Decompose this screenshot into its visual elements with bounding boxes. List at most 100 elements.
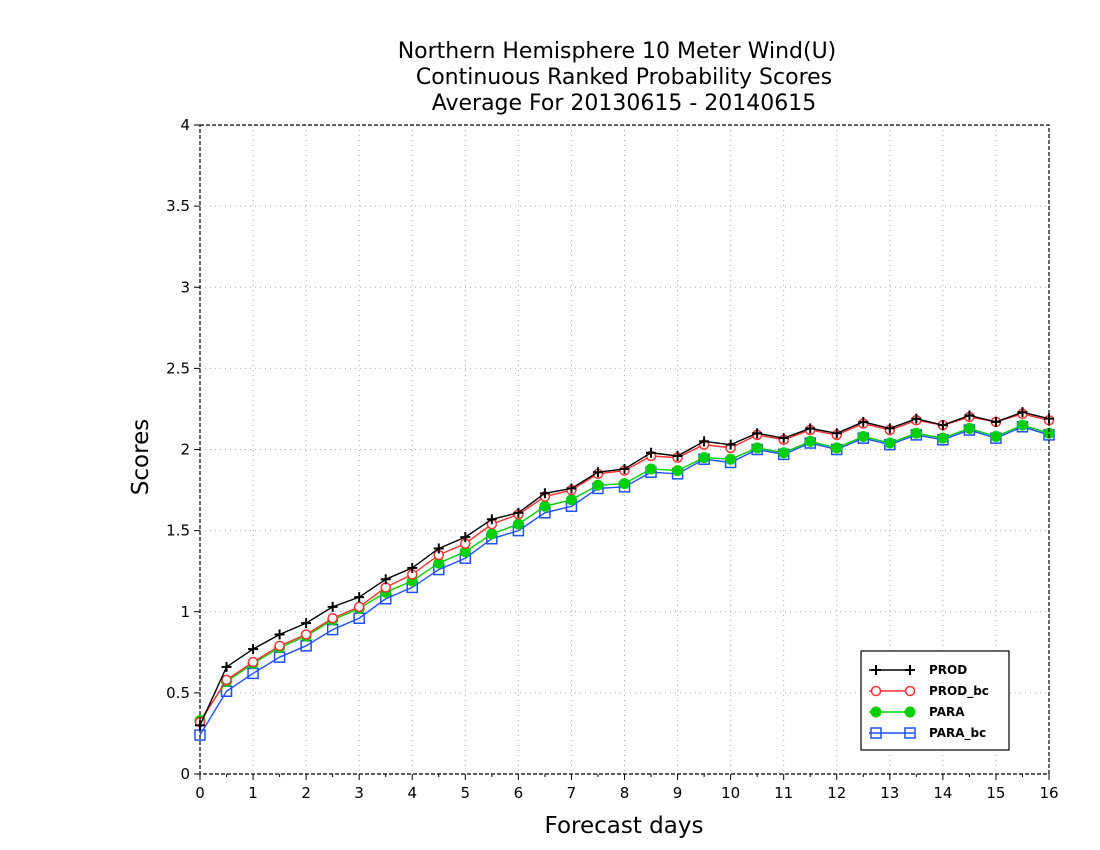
data-point — [964, 410, 975, 421]
axis-ticks: 0 1 2 3 4 5 6 7 8 9 10 11 12 13 14 15 1600.511.522.533.5… — [166, 116, 1058, 802]
data-point — [460, 532, 471, 543]
legend-entries: PROD PROD_bc PARA PARA_bc — [869, 663, 989, 741]
data-point — [274, 640, 285, 652]
data-point — [539, 488, 550, 499]
data-point — [910, 427, 922, 439]
data-point — [911, 413, 922, 424]
x-tick-label: 4 — [407, 784, 417, 802]
data-point — [646, 447, 657, 458]
x-tick-label: 2 — [301, 784, 311, 802]
x-tick-label: 13 — [880, 784, 899, 802]
data-point — [248, 644, 259, 655]
data-point — [804, 435, 816, 447]
data-point — [725, 453, 737, 465]
data-point — [857, 431, 869, 443]
y-tick-label: 0.5 — [166, 684, 190, 702]
data-point — [221, 674, 232, 686]
data-point — [539, 500, 551, 512]
data-point — [619, 478, 630, 490]
data-point — [327, 601, 338, 612]
data-point — [592, 467, 603, 478]
y-tick-label: 1.5 — [166, 522, 190, 540]
legend-label: PARA — [929, 705, 965, 719]
data-point — [380, 574, 391, 585]
legend: PROD PROD_bc PARA PARA_bc — [860, 650, 1010, 751]
chart-title-line-2: Continuous Ranked Probability Scores — [416, 65, 832, 90]
data-point — [884, 437, 896, 449]
data-point — [698, 452, 710, 464]
data-point — [433, 543, 444, 554]
data-point — [619, 463, 630, 474]
legend-swatch-marker — [905, 665, 915, 675]
x-tick-label: 10 — [721, 784, 740, 802]
y-tick-label: 2 — [180, 441, 190, 459]
legend-label: PROD — [929, 663, 967, 677]
y-tick-label: 3 — [180, 278, 190, 296]
x-tick-label: 6 — [514, 784, 524, 802]
data-point — [884, 423, 895, 434]
x-axis-label: Forecast days — [545, 813, 704, 839]
data-point — [512, 518, 524, 530]
data-point — [990, 416, 1001, 427]
y-tick-label: 3.5 — [166, 197, 190, 215]
data-point — [937, 432, 949, 444]
x-tick-label: 5 — [461, 784, 471, 802]
data-point — [221, 661, 232, 672]
data-point — [990, 431, 1002, 443]
x-tick-label: 15 — [986, 784, 1005, 802]
legend-swatch-marker — [904, 685, 916, 697]
data-point — [963, 422, 975, 434]
legend-swatch-marker — [904, 706, 916, 718]
legend-swatch-marker — [904, 727, 916, 739]
data-point — [327, 612, 338, 624]
chart-title-line-3: Average For 20130615 - 20140615 — [432, 91, 817, 116]
y-tick-label: 0 — [180, 765, 190, 783]
legend-item: PARA_bc — [869, 726, 986, 741]
data-point — [486, 528, 498, 540]
data-point — [858, 416, 869, 427]
data-point — [751, 442, 763, 454]
series-group — [194, 407, 1055, 741]
data-point — [354, 592, 365, 603]
legend-label: PARA_bc — [929, 726, 986, 741]
data-point — [672, 450, 683, 461]
data-point — [274, 629, 285, 640]
legend-swatch-marker — [871, 665, 881, 675]
y-tick-label: 2.5 — [166, 359, 190, 377]
data-point — [778, 447, 790, 459]
legend-item: PROD_bc — [869, 684, 989, 699]
y-tick-label: 4 — [180, 116, 190, 134]
data-point — [699, 436, 710, 447]
legend-swatch-marker — [870, 727, 882, 739]
data-point — [1016, 419, 1028, 431]
y-tick-label: 1 — [180, 603, 190, 621]
legend-item: PROD — [869, 663, 967, 677]
data-point — [353, 601, 365, 613]
x-tick-label: 11 — [774, 784, 793, 802]
legend-swatch-marker — [870, 706, 882, 718]
data-point — [805, 423, 816, 434]
data-point — [592, 479, 604, 491]
x-tick-label: 12 — [827, 784, 846, 802]
x-tick-label: 16 — [1039, 784, 1058, 802]
data-point — [752, 428, 763, 439]
x-tick-label: 14 — [933, 784, 952, 802]
x-tick-label: 9 — [673, 784, 683, 802]
y-axis-label: Scores — [128, 419, 154, 495]
x-tick-label: 7 — [567, 784, 577, 802]
data-point — [937, 420, 948, 431]
data-point — [247, 656, 259, 668]
data-point — [831, 442, 843, 454]
data-point — [300, 629, 312, 640]
data-point — [566, 483, 577, 494]
data-point — [645, 463, 657, 475]
data-point — [778, 433, 789, 444]
x-tick-label: 8 — [620, 784, 630, 802]
chart-title-line-1: Northern Hemisphere 10 Meter Wind(U) — [398, 39, 837, 64]
legend-label: PROD_bc — [929, 684, 989, 699]
x-tick-label: 1 — [248, 784, 258, 802]
data-point — [1017, 407, 1028, 418]
data-point — [486, 514, 497, 525]
data-point — [565, 494, 577, 506]
